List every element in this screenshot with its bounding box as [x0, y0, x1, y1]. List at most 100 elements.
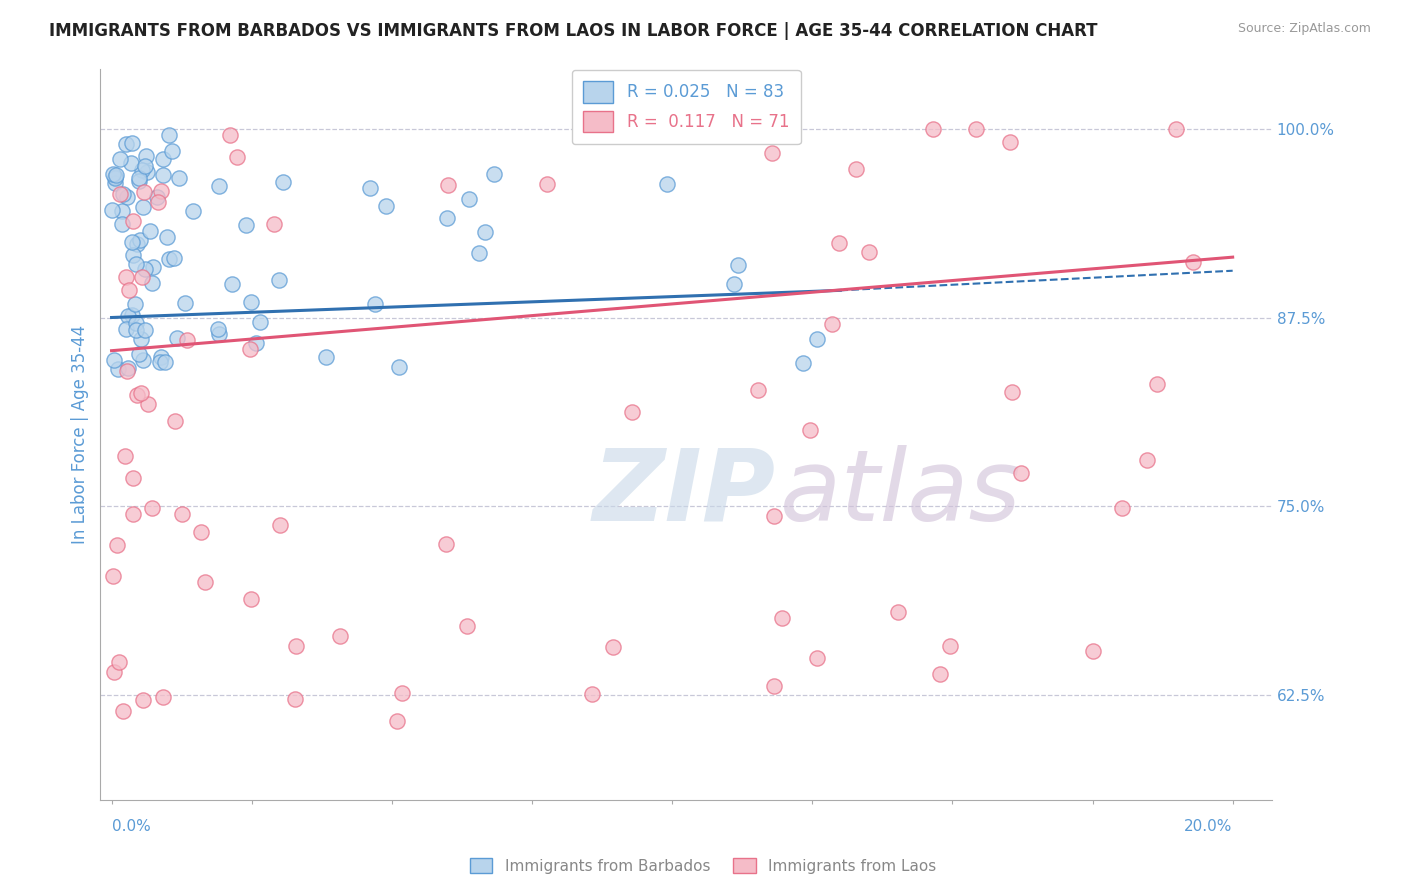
Text: Source: ZipAtlas.com: Source: ZipAtlas.com — [1237, 22, 1371, 36]
Point — [110, 152, 132, 166]
Point — [806, 650, 828, 665]
Point — [391, 686, 413, 700]
Point — [845, 162, 868, 177]
Text: IMMIGRANTS FROM BARBADOS VS IMMIGRANTS FROM LAOS IN LABOR FORCE | AGE 35-44 CORR: IMMIGRANTS FROM BARBADOS VS IMMIGRANTS F… — [49, 22, 1098, 40]
Point — [128, 346, 150, 360]
Y-axis label: In Labor Force | Age 35-44: In Labor Force | Age 35-44 — [72, 325, 89, 544]
Point — [115, 364, 138, 378]
Text: 20.0%: 20.0% — [1184, 819, 1233, 833]
Point — [329, 629, 352, 643]
Point — [101, 167, 124, 181]
Point — [456, 618, 478, 632]
Point — [474, 226, 496, 240]
Point — [169, 170, 191, 185]
Point — [207, 322, 229, 336]
Point — [104, 170, 127, 185]
Point — [131, 693, 153, 707]
Point — [239, 342, 262, 356]
Point — [134, 159, 156, 173]
Point — [181, 203, 204, 218]
Point — [122, 213, 145, 227]
Point — [267, 273, 290, 287]
Point — [173, 296, 195, 310]
Point — [125, 316, 148, 330]
Point — [240, 592, 263, 607]
Point — [1111, 500, 1133, 515]
Point — [921, 121, 943, 136]
Point — [120, 156, 142, 170]
Point — [132, 200, 155, 214]
Point — [436, 211, 458, 225]
Point — [132, 185, 155, 199]
Point — [1083, 644, 1105, 658]
Point — [1000, 385, 1022, 400]
Point — [107, 361, 129, 376]
Point — [124, 297, 146, 311]
Point — [157, 252, 180, 266]
Point — [284, 691, 307, 706]
Point — [887, 605, 910, 619]
Point — [141, 276, 163, 290]
Point — [727, 258, 749, 272]
Point — [939, 639, 962, 653]
Point — [138, 224, 160, 238]
Point — [240, 294, 263, 309]
Point — [121, 308, 143, 322]
Point — [620, 404, 643, 418]
Point — [792, 356, 814, 370]
Point — [271, 175, 294, 189]
Point — [145, 189, 167, 203]
Point — [163, 414, 186, 428]
Point — [122, 507, 145, 521]
Point — [762, 509, 785, 524]
Point — [114, 136, 136, 151]
Point — [136, 397, 159, 411]
Point — [828, 236, 851, 251]
Point — [141, 500, 163, 515]
Point — [131, 269, 153, 284]
Point — [150, 350, 173, 364]
Point — [128, 233, 150, 247]
Point — [112, 704, 135, 718]
Point — [160, 144, 183, 158]
Point — [170, 508, 193, 522]
Point — [374, 199, 396, 213]
Point — [104, 169, 127, 184]
Point — [226, 150, 249, 164]
Point — [269, 517, 291, 532]
Point — [1146, 377, 1168, 392]
Point — [114, 449, 136, 463]
Point — [135, 149, 157, 163]
Point — [315, 350, 337, 364]
Point — [127, 388, 149, 402]
Point — [1010, 466, 1032, 480]
Point — [121, 235, 143, 249]
Text: atlas: atlas — [780, 444, 1022, 541]
Point — [166, 331, 188, 345]
Point — [118, 283, 141, 297]
Point — [235, 218, 257, 232]
Point — [536, 177, 558, 191]
Point — [1181, 255, 1204, 269]
Point — [100, 202, 122, 217]
Point — [103, 569, 125, 583]
Text: 0.0%: 0.0% — [111, 819, 150, 833]
Point — [208, 327, 231, 342]
Point — [761, 145, 783, 160]
Point — [149, 355, 172, 369]
Point — [111, 217, 134, 231]
Point — [387, 714, 409, 729]
Point — [245, 336, 267, 351]
Point — [163, 252, 186, 266]
Point — [434, 536, 457, 550]
Legend: R = 0.025   N = 83, R =  0.117   N = 71: R = 0.025 N = 83, R = 0.117 N = 71 — [572, 70, 800, 144]
Point — [602, 640, 624, 655]
Point — [121, 136, 143, 150]
Point — [156, 230, 179, 244]
Point — [806, 332, 828, 346]
Point — [858, 244, 880, 259]
Point — [142, 260, 165, 274]
Point — [176, 334, 198, 348]
Point — [221, 277, 243, 291]
Legend: Immigrants from Barbados, Immigrants from Laos: Immigrants from Barbados, Immigrants fro… — [464, 852, 942, 880]
